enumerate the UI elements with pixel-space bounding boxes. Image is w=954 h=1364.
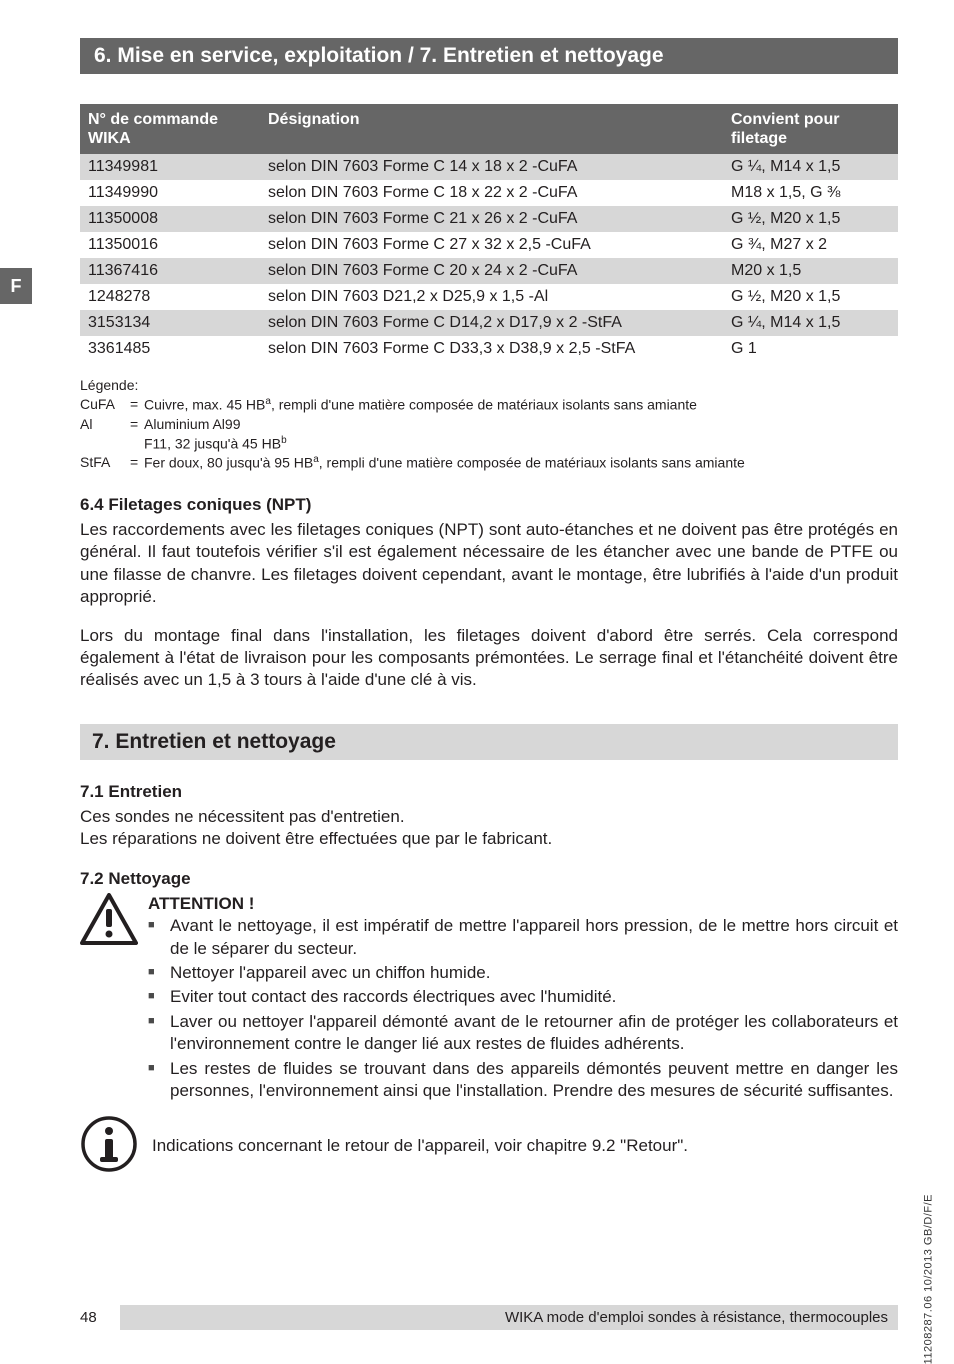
legend-title: Légende: bbox=[80, 376, 898, 395]
cell-designation: selon DIN 7603 Forme C D14,2 x D17,9 x 2… bbox=[260, 310, 723, 336]
cell-designation: selon DIN 7603 Forme C 14 x 18 x 2 -CuFA bbox=[260, 154, 723, 180]
table-row: 1248278selon DIN 7603 D21,2 x D25,9 x 1,… bbox=[80, 284, 898, 310]
table-row: 11349990selon DIN 7603 Forme C 18 x 22 x… bbox=[80, 180, 898, 206]
cell-designation: selon DIN 7603 Forme C D33,3 x D38,9 x 2… bbox=[260, 336, 723, 362]
cell-designation: selon DIN 7603 Forme C 18 x 22 x 2 -CuFA bbox=[260, 180, 723, 206]
footer-text: WIKA mode d'emploi sondes à résistance, … bbox=[120, 1305, 898, 1330]
cell-designation: selon DIN 7603 Forme C 27 x 32 x 2,5 -Cu… bbox=[260, 232, 723, 258]
cell-thread-fit: G ¼, M14 x 1,5 bbox=[723, 154, 898, 180]
th-order-number: N° de commande WIKA bbox=[80, 104, 260, 154]
table-row: 11367416selon DIN 7603 Forme C 20 x 24 x… bbox=[80, 258, 898, 284]
table-row: 11349981selon DIN 7603 Forme C 14 x 18 x… bbox=[80, 154, 898, 180]
attention-bullet: Laver ou nettoyer l'appareil démonté ava… bbox=[148, 1011, 898, 1056]
cell-order-number: 3153134 bbox=[80, 310, 260, 336]
info-return-text: Indications concernant le retour de l'ap… bbox=[152, 1136, 688, 1156]
page-number: 48 bbox=[80, 1309, 120, 1326]
cell-thread-fit: G 1 bbox=[723, 336, 898, 362]
warning-icon bbox=[80, 893, 138, 950]
cell-thread-fit: G ½, M20 x 1,5 bbox=[723, 206, 898, 232]
cell-order-number: 11367416 bbox=[80, 258, 260, 284]
cell-order-number: 11349981 bbox=[80, 154, 260, 180]
cell-order-number: 11349990 bbox=[80, 180, 260, 206]
parts-table: N° de commande WIKA Désignation Convient… bbox=[80, 104, 898, 362]
legend-key-cufa: CuFA bbox=[80, 395, 130, 415]
heading-7-2: 7.2 Nettoyage bbox=[80, 869, 898, 889]
cell-designation: selon DIN 7603 Forme C 20 x 24 x 2 -CuFA bbox=[260, 258, 723, 284]
table-row: 11350016selon DIN 7603 Forme C 27 x 32 x… bbox=[80, 232, 898, 258]
attention-label: ATTENTION ! bbox=[148, 893, 898, 915]
cell-thread-fit: G ¾, M27 x 2 bbox=[723, 232, 898, 258]
legend-val-al: Aluminium Al99 bbox=[144, 415, 898, 434]
table-row: 11350008selon DIN 7603 Forme C 21 x 26 x… bbox=[80, 206, 898, 232]
cell-order-number: 11350008 bbox=[80, 206, 260, 232]
section-6-7-banner: 6. Mise en service, exploitation / 7. En… bbox=[80, 38, 898, 74]
language-tab: F bbox=[0, 268, 32, 304]
info-icon bbox=[80, 1115, 138, 1178]
cell-thread-fit: M18 x 1,5, G ⅜ bbox=[723, 180, 898, 206]
heading-6-4: 6.4 Filetages coniques (NPT) bbox=[80, 495, 898, 515]
heading-7-1: 7.1 Entretien bbox=[80, 782, 898, 802]
section-7-heading: 7. Entretien et nettoyage bbox=[80, 724, 898, 760]
cell-order-number: 1248278 bbox=[80, 284, 260, 310]
para-6-4-1: Les raccordements avec les filetages con… bbox=[80, 519, 898, 609]
para-6-4-2: Lors du montage final dans l'installatio… bbox=[80, 625, 898, 692]
legend-val-stfa: Fer doux, 80 jusqu'à 95 HBa, rempli d'un… bbox=[144, 453, 898, 473]
cell-thread-fit: G ½, M20 x 1,5 bbox=[723, 284, 898, 310]
th-thread-fit: Convient pour filetage bbox=[723, 104, 898, 154]
cell-order-number: 11350016 bbox=[80, 232, 260, 258]
legend-key-al: Al bbox=[80, 415, 130, 434]
cell-designation: selon DIN 7603 Forme C 21 x 26 x 2 -CuFA bbox=[260, 206, 723, 232]
attention-bullet: Nettoyer l'appareil avec un chiffon humi… bbox=[148, 962, 898, 984]
para-7-1-l1: Ces sondes ne nécessitent pas d'entretie… bbox=[80, 806, 898, 828]
attention-bullet: Les restes de fluides se trouvant dans d… bbox=[148, 1058, 898, 1103]
cell-thread-fit: G ¼, M14 x 1,5 bbox=[723, 310, 898, 336]
legend-val-al-line2: F11, 32 jusqu'à 45 HBb bbox=[144, 434, 898, 454]
cell-thread-fit: M20 x 1,5 bbox=[723, 258, 898, 284]
legend-key-stfa: StFA bbox=[80, 453, 130, 473]
legend-block: Légende: CuFA = Cuivre, max. 45 HBa, rem… bbox=[80, 376, 898, 472]
th-designation: Désignation bbox=[260, 104, 723, 154]
table-row: 3153134selon DIN 7603 Forme C D14,2 x D1… bbox=[80, 310, 898, 336]
para-7-1-l2: Les réparations ne doivent être effectué… bbox=[80, 828, 898, 850]
attention-bullet: Eviter tout contact des raccords électri… bbox=[148, 986, 898, 1008]
attention-bullet: Avant le nettoyage, il est impératif de … bbox=[148, 915, 898, 960]
cell-order-number: 3361485 bbox=[80, 336, 260, 362]
document-code: 11208287.06 10/2013 GB/D/F/E bbox=[922, 1194, 934, 1364]
table-row: 3361485selon DIN 7603 Forme C D33,3 x D3… bbox=[80, 336, 898, 362]
cell-designation: selon DIN 7603 D21,2 x D25,9 x 1,5 -Al bbox=[260, 284, 723, 310]
legend-val-cufa: Cuivre, max. 45 HBa, rempli d'une matièr… bbox=[144, 395, 898, 415]
